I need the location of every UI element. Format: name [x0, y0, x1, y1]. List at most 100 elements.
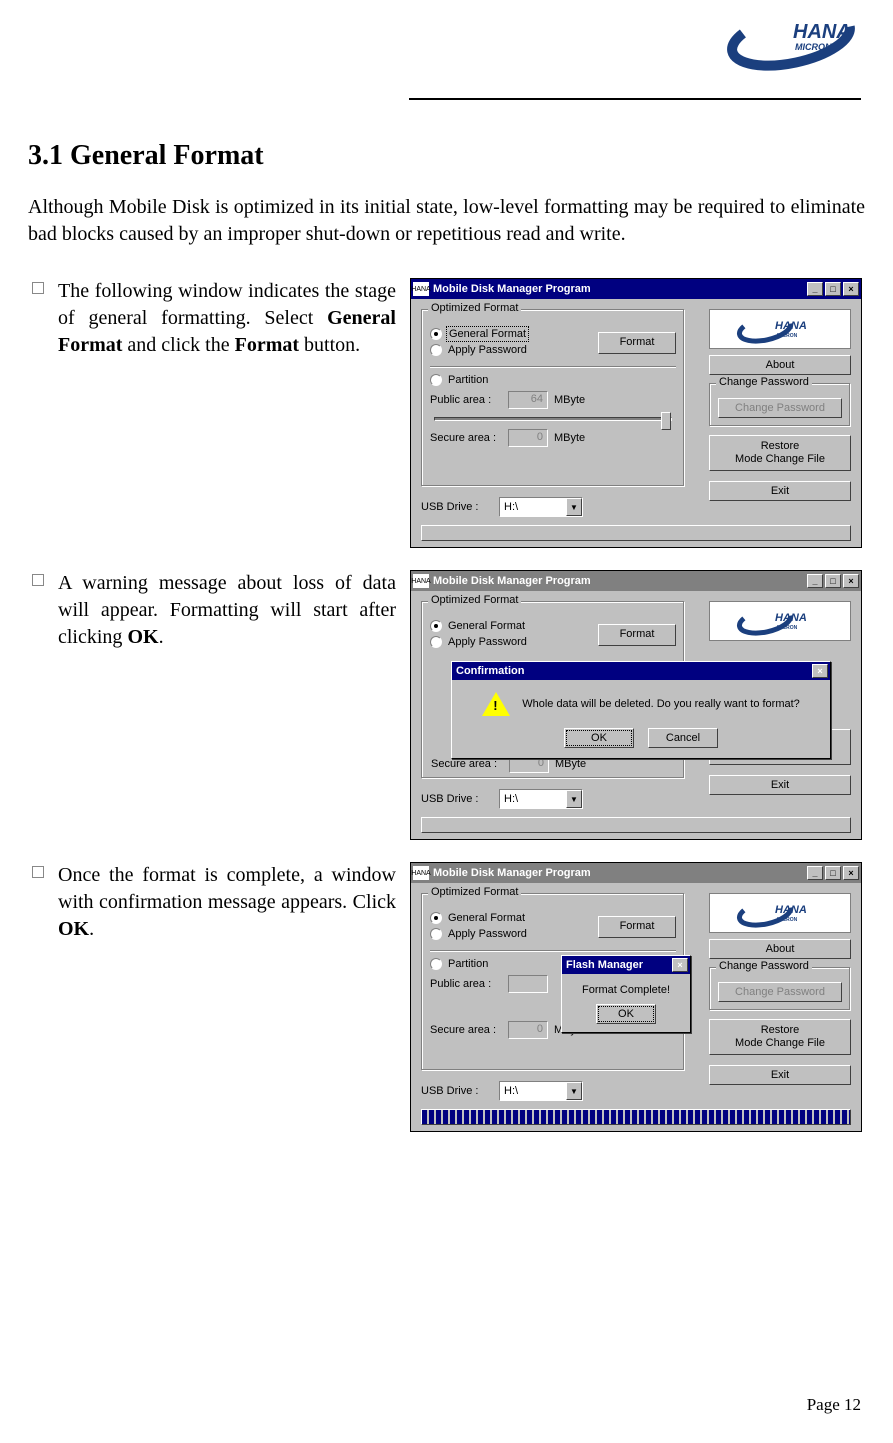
- ok-button[interactable]: OK: [564, 728, 634, 748]
- public-area-field[interactable]: [508, 975, 548, 993]
- secure-area-field[interactable]: 0: [508, 429, 548, 447]
- unit-label: MByte: [554, 394, 585, 406]
- logo-text-top: HANA: [793, 21, 851, 43]
- svg-text:HANA: HANA: [775, 612, 807, 624]
- radio-label: Apply Password: [448, 636, 527, 648]
- combo-value: H:\: [500, 501, 566, 513]
- group-legend: Change Password: [716, 960, 812, 972]
- secure-area-field[interactable]: 0: [508, 1021, 548, 1039]
- minimize-button[interactable]: _: [807, 866, 823, 880]
- brand-logo: HANA MICRON: [721, 6, 861, 86]
- usb-drive-combo[interactable]: H:\▼: [499, 789, 583, 809]
- bullet-icon: [32, 866, 44, 878]
- svg-text:MICRON: MICRON: [777, 333, 798, 339]
- public-area-field[interactable]: 64: [508, 391, 548, 409]
- public-area-label: Public area :: [430, 394, 502, 406]
- step-1-text: The following window indicates the stage…: [28, 278, 396, 359]
- text-bold: OK: [127, 626, 158, 648]
- confirmation-dialog: Confirmation × Whole data will be delete…: [451, 661, 831, 759]
- partition-radio[interactable]: [430, 958, 442, 970]
- cancel-button[interactable]: Cancel: [648, 728, 718, 748]
- minimize-button[interactable]: _: [807, 282, 823, 296]
- close-button[interactable]: ×: [843, 866, 859, 880]
- partition-radio[interactable]: [430, 374, 442, 386]
- dialog-close-button[interactable]: ×: [812, 664, 828, 678]
- group-legend: Change Password: [716, 376, 812, 388]
- unit-label: MByte: [554, 432, 585, 444]
- group-legend: Optimized Format: [428, 886, 521, 898]
- chevron-down-icon[interactable]: ▼: [566, 498, 582, 516]
- maximize-button[interactable]: □: [825, 282, 841, 296]
- logo-text-bottom: MICRON: [795, 42, 832, 52]
- statusbar: [421, 525, 851, 541]
- titlebar[interactable]: HANA Mobile Disk Manager Program _ □ ×: [411, 571, 861, 591]
- app-icon: HANA: [413, 866, 429, 880]
- restore-button[interactable]: RestoreMode Change File: [709, 1019, 851, 1055]
- secure-area-label: Secure area :: [430, 1024, 502, 1036]
- complete-dialog: Flash Manager × Format Complete! OK: [561, 955, 691, 1033]
- about-button[interactable]: About: [709, 355, 851, 375]
- optimized-format-group: Optimized Format General Format Apply Pa…: [421, 309, 685, 487]
- format-button[interactable]: Format: [598, 624, 676, 646]
- usb-drive-combo[interactable]: H:\▼: [499, 497, 583, 517]
- dialog-titlebar[interactable]: Confirmation ×: [452, 662, 830, 680]
- apply-password-radio[interactable]: [430, 928, 442, 940]
- partition-slider[interactable]: [434, 417, 672, 421]
- usb-drive-label: USB Drive :: [421, 501, 493, 513]
- format-button[interactable]: Format: [598, 916, 676, 938]
- text: .: [89, 918, 94, 940]
- titlebar[interactable]: HANA Mobile Disk Manager Program _ □ ×: [411, 279, 861, 299]
- maximize-button[interactable]: □: [825, 574, 841, 588]
- exit-button[interactable]: Exit: [709, 1065, 851, 1085]
- restore-button[interactable]: RestoreMode Change File: [709, 435, 851, 471]
- change-password-group: Change Password Change Password: [709, 967, 851, 1011]
- statusbar-progress: [421, 1109, 851, 1125]
- apply-password-radio[interactable]: [430, 344, 442, 356]
- dialog-titlebar[interactable]: Flash Manager ×: [562, 956, 690, 974]
- step-3-row: Once the format is complete, a window wi…: [28, 862, 865, 1132]
- combo-value: H:\: [500, 793, 566, 805]
- format-button[interactable]: Format: [598, 332, 676, 354]
- close-button[interactable]: ×: [843, 574, 859, 588]
- screenshot-2: HANA Mobile Disk Manager Program _ □ ×: [410, 570, 862, 840]
- exit-button[interactable]: Exit: [709, 481, 851, 501]
- public-area-label: Public area :: [430, 978, 502, 990]
- change-password-button[interactable]: Change Password: [718, 398, 842, 418]
- chevron-down-icon[interactable]: ▼: [566, 1082, 582, 1100]
- secure-area-label: Secure area :: [431, 758, 503, 770]
- ok-button[interactable]: OK: [596, 1004, 656, 1024]
- chevron-down-icon[interactable]: ▼: [566, 790, 582, 808]
- general-format-radio[interactable]: [430, 620, 442, 632]
- svg-text:HANA: HANA: [775, 904, 807, 916]
- screenshot-1: HANA Mobile Disk Manager Program _ □ ×: [410, 278, 862, 548]
- apply-password-radio[interactable]: [430, 636, 442, 648]
- exit-button[interactable]: Exit: [709, 775, 851, 795]
- combo-value: H:\: [500, 1085, 566, 1097]
- text: Restore: [761, 1024, 800, 1036]
- mini-logo: HANAMICRON: [709, 893, 851, 933]
- about-button[interactable]: About: [709, 939, 851, 959]
- text: Mode Change File: [735, 1037, 825, 1049]
- step-2-row: A warning message about loss of data wil…: [28, 570, 865, 840]
- radio-label: Partition: [448, 958, 488, 970]
- step-1-row: The following window indicates the stage…: [28, 278, 865, 548]
- maximize-button[interactable]: □: [825, 866, 841, 880]
- close-button[interactable]: ×: [843, 282, 859, 296]
- dialog-close-button[interactable]: ×: [672, 958, 688, 972]
- svg-text:MICRON: MICRON: [777, 625, 798, 631]
- svg-text:MICRON: MICRON: [777, 917, 798, 923]
- general-format-radio[interactable]: [430, 912, 442, 924]
- screenshot-3: HANA Mobile Disk Manager Program _ □ ×: [410, 862, 862, 1132]
- general-format-radio[interactable]: [430, 328, 442, 340]
- svg-text:HANA: HANA: [775, 320, 807, 332]
- minimize-button[interactable]: _: [807, 574, 823, 588]
- change-password-button[interactable]: Change Password: [718, 982, 842, 1002]
- group-legend: Optimized Format: [428, 302, 521, 314]
- radio-label: Apply Password: [448, 344, 527, 356]
- change-password-group: Change Password Change Password: [709, 383, 851, 427]
- text-bold: OK: [58, 918, 89, 940]
- mini-logo: HANAMICRON: [709, 601, 851, 641]
- text: and click the: [122, 334, 234, 356]
- usb-drive-combo[interactable]: H:\▼: [499, 1081, 583, 1101]
- titlebar[interactable]: HANA Mobile Disk Manager Program _ □ ×: [411, 863, 861, 883]
